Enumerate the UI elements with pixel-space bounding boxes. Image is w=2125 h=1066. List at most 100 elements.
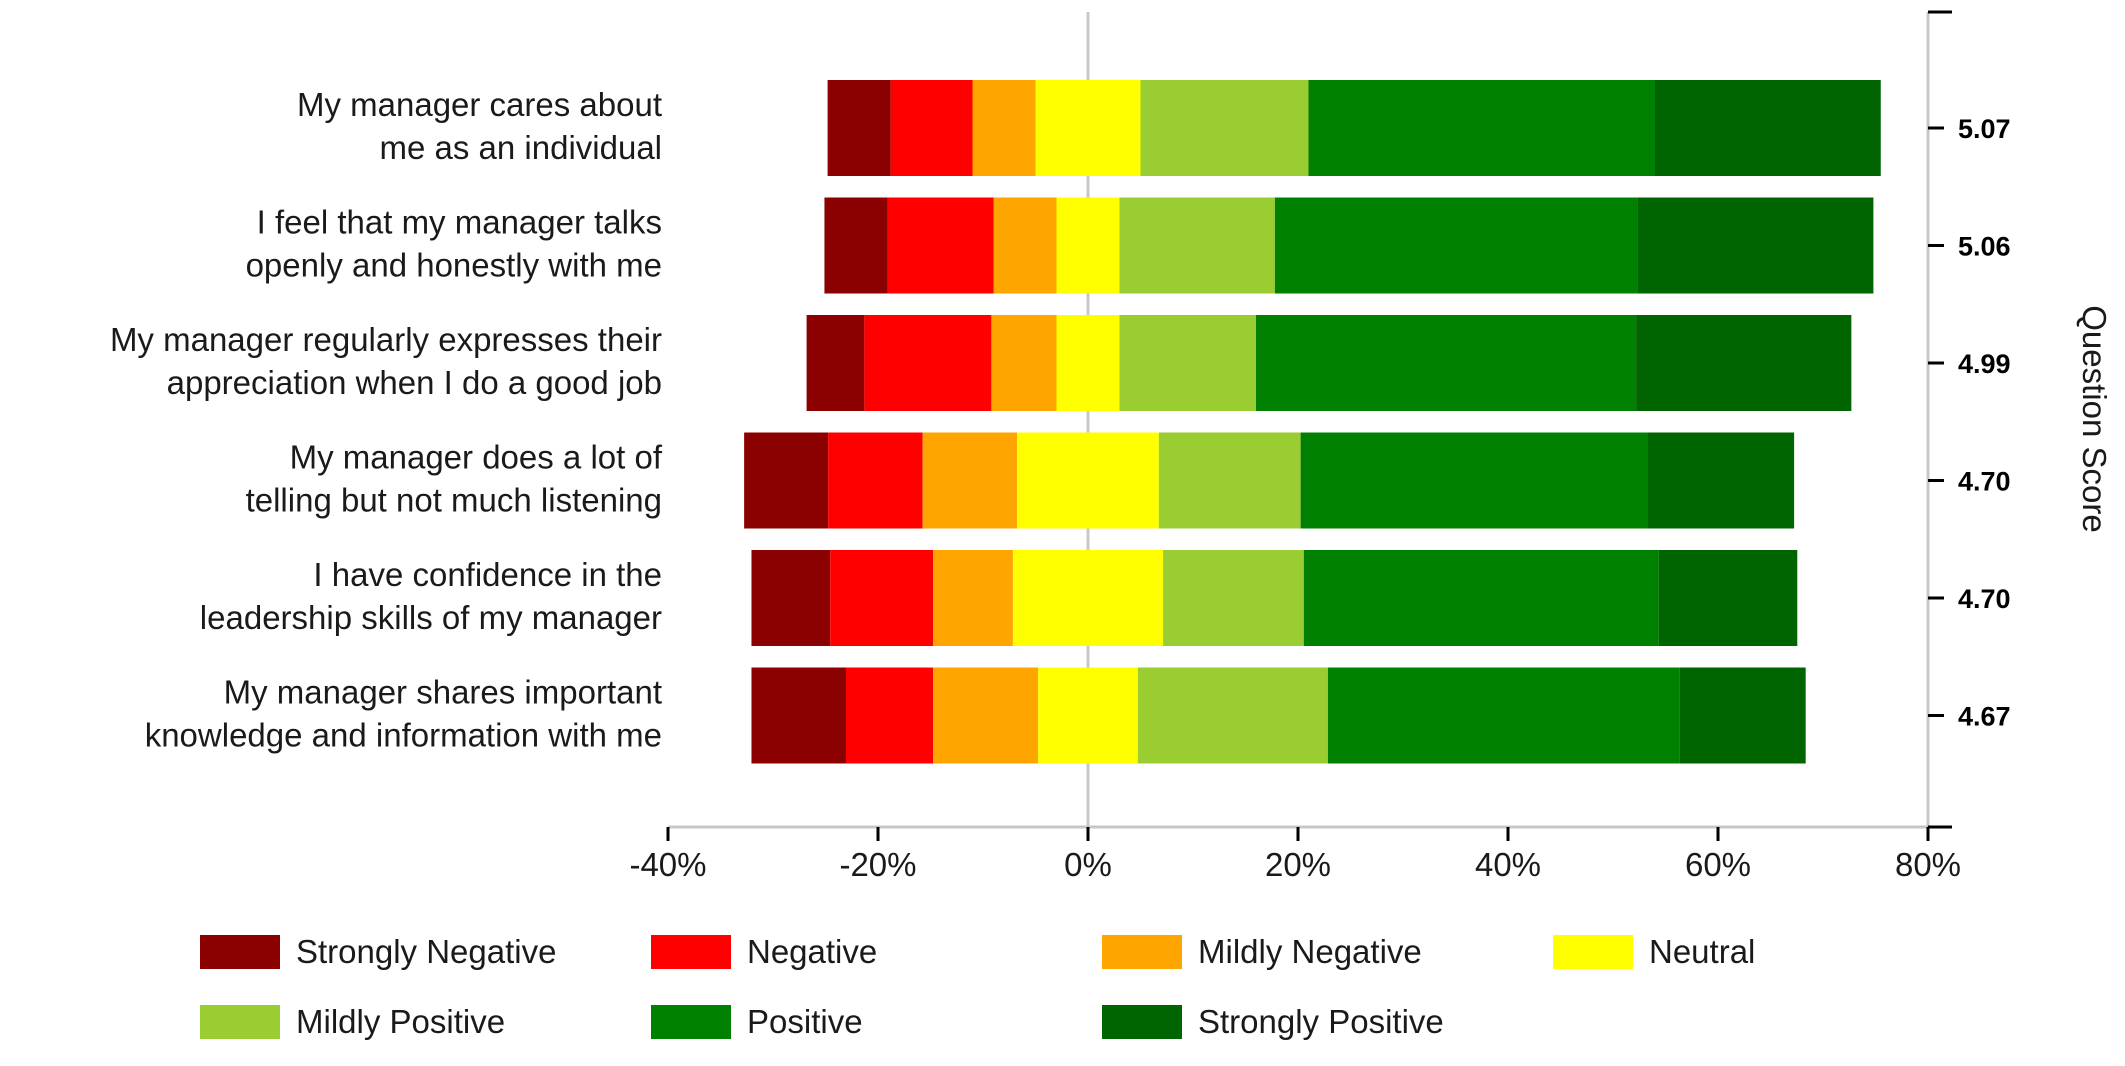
question-score: 4.70 <box>1958 467 2011 497</box>
bar-segment-positive-4 <box>1300 432 1648 529</box>
bar-segment-neutral-2 <box>1056 197 1120 294</box>
question-label-line: My manager cares about <box>297 86 662 123</box>
x-tick-label: 80% <box>1895 846 1961 883</box>
x-tick-label: 20% <box>1265 846 1331 883</box>
bar-segment-mildly-negative-5 <box>933 550 1013 646</box>
bar-segment-negative-1 <box>890 80 973 176</box>
question-label-line: I feel that my manager talks <box>257 204 662 241</box>
question-label: My manager shares important knowledge and… <box>145 674 662 754</box>
question-label-line: I have confidence in the <box>313 556 662 593</box>
question-label-line: My manager does a lot of <box>290 439 663 476</box>
question-label-line: me as an individual <box>380 129 663 166</box>
legend-item-positive: Positive <box>651 1003 863 1040</box>
x-tick-label: -20% <box>839 846 916 883</box>
x-tick-label: 0% <box>1064 846 1112 883</box>
question-label-line: knowledge and information with me <box>145 717 662 754</box>
bar-segment-mildly-positive-1 <box>1140 80 1309 176</box>
question-labels: My manager cares about me as an individua… <box>110 86 663 754</box>
question-label-line: leadership skills of my manager <box>200 599 662 636</box>
question-score: 4.99 <box>1958 349 2011 379</box>
legend-label: Mildly Negative <box>1198 933 1422 970</box>
question-scores: 5.07 5.06 4.99 4.70 4.70 4.67 <box>1928 114 2011 732</box>
bar-segment-strongly-negative-6 <box>751 667 846 764</box>
question-score: 4.67 <box>1958 702 2011 732</box>
question-score: 4.70 <box>1958 584 2011 614</box>
bar-segment-positive-1 <box>1308 80 1655 176</box>
legend-item-mildly-negative: Mildly Negative <box>1102 933 1422 970</box>
bar-segment-strongly-negative-1 <box>827 80 891 176</box>
bar-segment-mildly-positive-6 <box>1137 667 1328 764</box>
bar-segment-mildly-negative-1 <box>972 80 1036 176</box>
bar-segment-strongly-negative-4 <box>744 432 829 529</box>
bar-segment-mildly-positive-4 <box>1158 432 1301 529</box>
legend-item-mildly-positive: Mildly Positive <box>200 1003 505 1040</box>
legend-label: Positive <box>747 1003 863 1040</box>
bar-segment-mildly-negative-2 <box>993 197 1057 294</box>
question-score: 5.07 <box>1958 114 2011 144</box>
bar-segment-negative-6 <box>845 667 934 764</box>
legend-label: Strongly Negative <box>296 933 556 970</box>
legend-swatch <box>200 935 280 969</box>
x-tick-label: 60% <box>1685 846 1751 883</box>
legend-label: Strongly Positive <box>1198 1003 1444 1040</box>
bar-segment-mildly-negative-3 <box>991 315 1057 411</box>
legend-item-strongly-negative: Strongly Negative <box>200 933 556 970</box>
bar-segment-mildly-positive-3 <box>1119 315 1256 411</box>
bar-segment-neutral-3 <box>1056 315 1120 411</box>
legend-item-neutral: Neutral <box>1553 933 1755 970</box>
axes-layer: -40% -20% 0% 20% 40% 60% 80% <box>629 10 1961 883</box>
bar-segment-neutral-1 <box>1035 80 1141 176</box>
question-label: I feel that my manager talks openly and h… <box>246 204 662 284</box>
bar-segment-negative-3 <box>864 315 992 411</box>
question-label: My manager regularly expresses their appr… <box>110 321 662 401</box>
bar-segment-negative-5 <box>830 550 934 646</box>
bars-layer <box>744 12 1881 827</box>
question-label-line: telling but not much listening <box>246 482 662 519</box>
bar-segment-mildly-positive-2 <box>1119 197 1275 294</box>
bar-segment-strongly-positive-1 <box>1655 80 1881 176</box>
question-label-line: openly and honestly with me <box>246 247 662 284</box>
bar-segment-mildly-negative-4 <box>922 432 1018 529</box>
bar-segment-mildly-negative-6 <box>933 667 1039 764</box>
bar-segment-strongly-positive-2 <box>1637 197 1874 294</box>
bar-segment-strongly-negative-3 <box>806 315 865 411</box>
question-score: 5.06 <box>1958 232 2011 262</box>
bar-segment-strongly-positive-3 <box>1636 315 1852 411</box>
bar-segment-strongly-negative-2 <box>824 197 888 294</box>
question-label-line: appreciation when I do a good job <box>167 364 662 401</box>
x-tick-label: 40% <box>1475 846 1541 883</box>
legend-swatch <box>1553 935 1633 969</box>
question-label-line: My manager shares important <box>224 674 662 711</box>
question-label: My manager does a lot of telling but not … <box>246 439 663 519</box>
bar-segment-positive-2 <box>1274 197 1638 294</box>
legend-label: Neutral <box>1649 933 1755 970</box>
bar-segment-strongly-negative-5 <box>751 550 831 646</box>
question-label-line: My manager regularly expresses their <box>110 321 662 358</box>
legend-swatch <box>200 1005 280 1039</box>
legend-item-negative: Negative <box>651 933 877 970</box>
bar-segment-positive-5 <box>1303 550 1659 646</box>
bar-segment-neutral-5 <box>1012 550 1164 646</box>
bar-segment-neutral-4 <box>1017 432 1159 529</box>
bar-segment-positive-6 <box>1327 667 1680 764</box>
question-label: My manager cares about me as an individua… <box>297 86 662 166</box>
question-label: I have confidence in the leadership skill… <box>200 556 662 636</box>
bar-segment-negative-4 <box>828 432 923 529</box>
bar-segment-strongly-positive-4 <box>1647 432 1795 529</box>
legend-label: Mildly Positive <box>296 1003 505 1040</box>
bar-segment-neutral-6 <box>1038 667 1138 764</box>
legend-swatch <box>1102 1005 1182 1039</box>
legend-swatch <box>1102 935 1182 969</box>
bar-segment-mildly-positive-5 <box>1163 550 1304 646</box>
legend-swatch <box>651 935 731 969</box>
bar-segment-negative-2 <box>887 197 994 294</box>
bar-segment-strongly-positive-5 <box>1658 550 1798 646</box>
bar-segment-strongly-positive-6 <box>1679 667 1806 764</box>
legend-swatch <box>651 1005 731 1039</box>
legend-item-strongly-positive: Strongly Positive <box>1102 1003 1444 1040</box>
x-tick-label: -40% <box>629 846 706 883</box>
right-axis-title: Question Score <box>2076 305 2113 532</box>
legend-label: Negative <box>747 933 877 970</box>
bar-segment-positive-3 <box>1256 315 1637 411</box>
